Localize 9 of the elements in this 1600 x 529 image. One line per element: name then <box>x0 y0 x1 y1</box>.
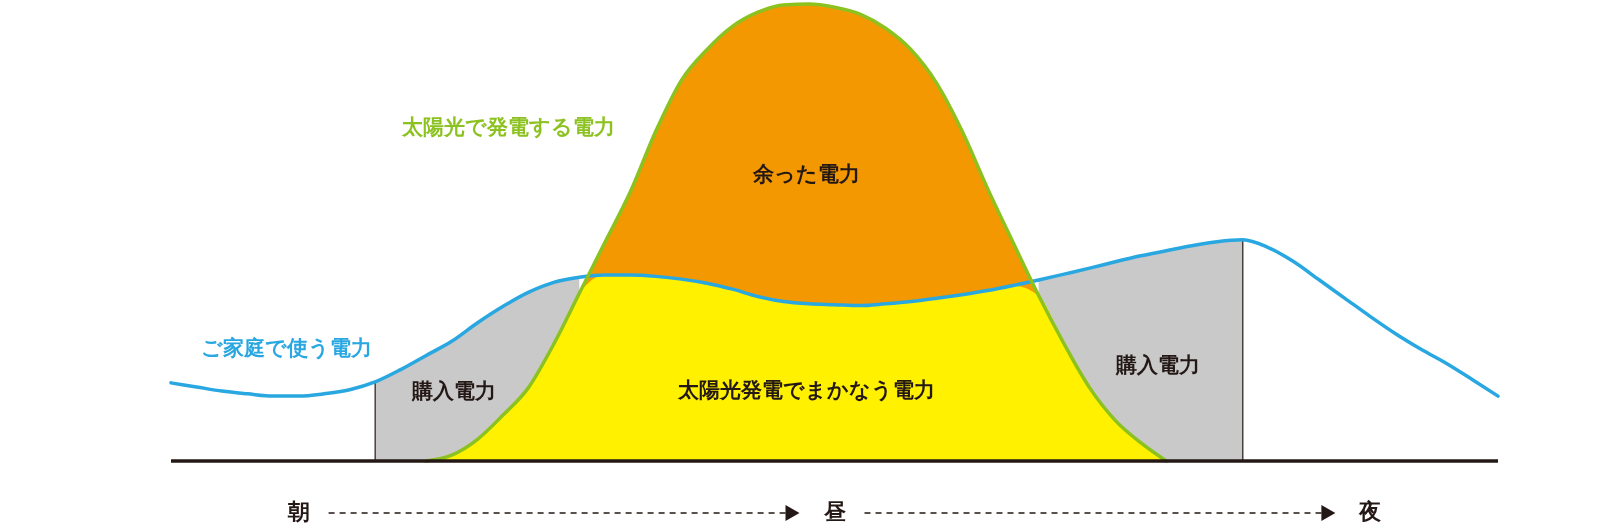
x-tick-label: 夜 <box>1358 499 1382 524</box>
x-tick-label: 朝 <box>286 499 310 524</box>
annotation: 購入電力 <box>1115 353 1200 377</box>
annotation: 購入電力 <box>411 379 496 403</box>
annotation: 太陽光発電でまかなう電力 <box>676 378 935 402</box>
series-label: ご家庭で使う電力 <box>201 335 372 360</box>
series-label: 太陽光で発電する電力 <box>401 115 616 139</box>
x-tick-label: 昼 <box>822 499 846 524</box>
annotation: 余った電力 <box>751 162 860 186</box>
